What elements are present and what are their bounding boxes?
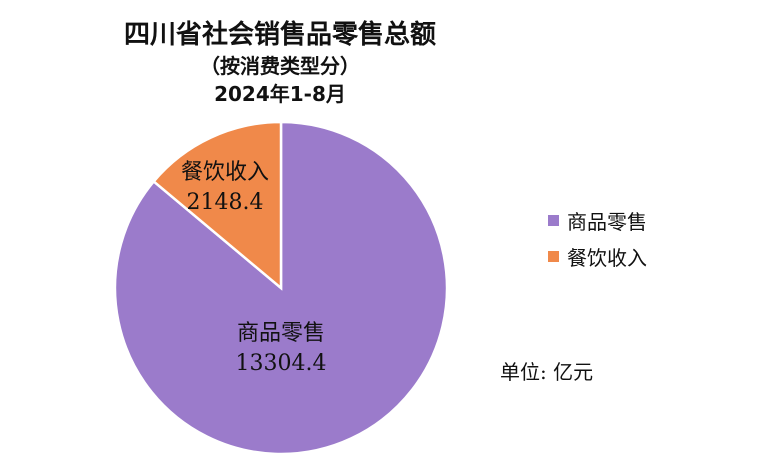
chart-period: 2024年1-8月 [214, 82, 346, 106]
chart-subtitle: （按消费类型分） [200, 54, 360, 78]
chart-title-block: 四川省社会销售品零售总额 （按消费类型分） 2024年1-8月 [0, 18, 560, 108]
legend-label-goods: 商品零售 [567, 209, 647, 234]
slice-label-catering-value: 2148.4 [187, 190, 264, 215]
unit-label: 单位: 亿元 [500, 360, 594, 384]
legend-item-goods: 商品零售 [548, 205, 647, 235]
legend-item-catering: 餐饮收入 [548, 241, 647, 271]
slice-label-goods-name: 商品零售 [237, 321, 325, 346]
legend-swatch-catering [548, 250, 559, 262]
pie-slice-catering [151, 120, 283, 291]
chart-title: 四川省社会销售品零售总额 [123, 20, 436, 50]
slice-label-catering-name: 餐饮收入 [181, 160, 269, 185]
slice-label-goods-value: 13304.4 [236, 351, 327, 376]
legend-label-catering: 餐饮收入 [567, 245, 647, 270]
legend-swatch-goods [548, 214, 559, 226]
chart-legend: 商品零售 餐饮收入 [548, 205, 647, 277]
